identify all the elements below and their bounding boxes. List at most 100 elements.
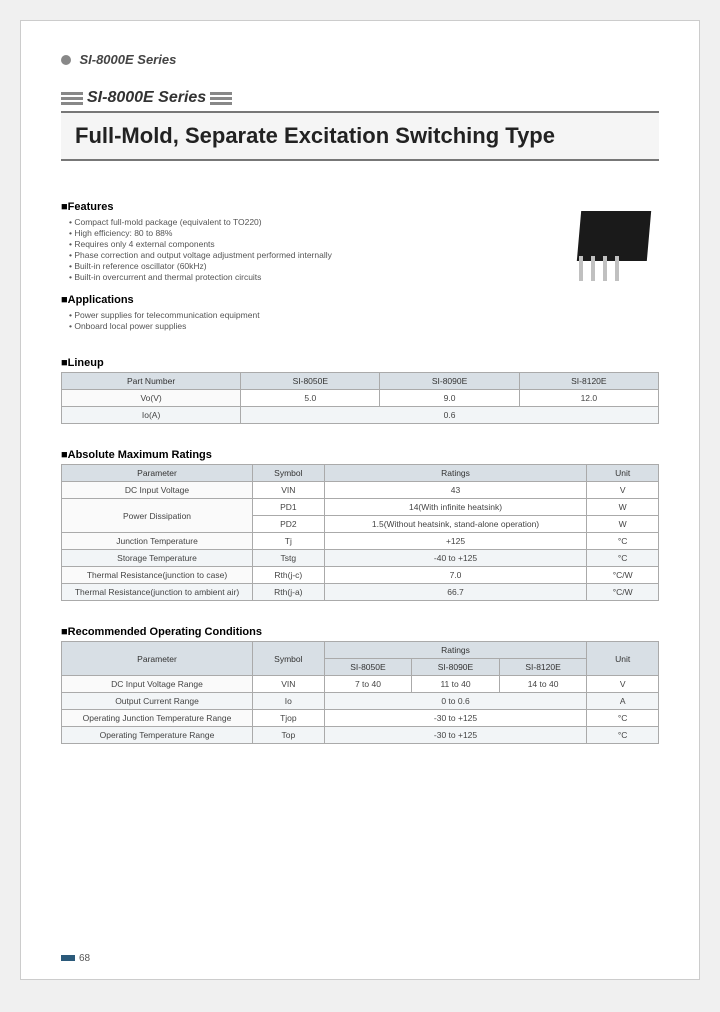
table-row: Parameter Symbol Ratings Unit	[62, 465, 659, 482]
table-cell: V	[587, 676, 659, 693]
banner-bars-right-icon	[210, 92, 232, 105]
table-header: Symbol	[253, 642, 325, 676]
table-cell: Operating Temperature Range	[62, 727, 253, 744]
table-row: Operating Junction Temperature Range Tjo…	[62, 710, 659, 727]
list-item: Built-in overcurrent and thermal protect…	[69, 272, 519, 282]
features-list: Compact full-mold package (equivalent to…	[61, 217, 519, 282]
table-cell: 66.7	[324, 584, 587, 601]
table-cell: Power Dissipation	[62, 499, 253, 533]
table-cell: VIN	[253, 676, 325, 693]
table-header: SI-8120E	[519, 373, 658, 390]
table-cell: A	[587, 693, 659, 710]
table-header: SI-8090E	[380, 373, 519, 390]
table-cell: Io	[253, 693, 325, 710]
table-cell: Io(A)	[62, 407, 241, 424]
applications-heading: ■Applications	[61, 294, 519, 306]
intro-text-column: ■Features Compact full-mold package (equ…	[61, 201, 519, 332]
table-cell: V	[587, 482, 659, 499]
table-header: Part Number	[62, 373, 241, 390]
table-header: Ratings	[324, 642, 587, 659]
table-cell: 1.5(Without heatsink, stand-alone operat…	[324, 516, 587, 533]
table-cell: Tstg	[253, 550, 325, 567]
rec-op-section: ■Recommended Operating Conditions Parame…	[61, 626, 659, 744]
main-title: Full-Mold, Separate Excitation Switching…	[75, 123, 645, 149]
list-item: Phase correction and output voltage adju…	[69, 250, 519, 260]
table-header: Unit	[587, 465, 659, 482]
table-cell: 12.0	[519, 390, 658, 407]
table-cell: 43	[324, 482, 587, 499]
table-cell: Thermal Resistance(junction to ambient a…	[62, 584, 253, 601]
table-row: Part Number SI-8050E SI-8090E SI-8120E	[62, 373, 659, 390]
abs-max-section: ■Absolute Maximum Ratings Parameter Symb…	[61, 449, 659, 601]
table-cell: °C	[587, 710, 659, 727]
component-image	[539, 201, 659, 281]
header-series-text: SI-8000E Series	[79, 52, 176, 67]
table-cell: Thermal Resistance(junction to case)	[62, 567, 253, 584]
chip-pin-icon	[591, 256, 595, 281]
table-cell: DC Input Voltage	[62, 482, 253, 499]
table-cell: -30 to +125	[324, 710, 587, 727]
table-header: SI-8090E	[412, 659, 500, 676]
lineup-table: Part Number SI-8050E SI-8090E SI-8120E V…	[61, 372, 659, 424]
datasheet-page: SI-8000E Series SI-8000E Series Full-Mol…	[20, 20, 700, 980]
table-row: Thermal Resistance(junction to case) Rth…	[62, 567, 659, 584]
table-cell: Rth(j-a)	[253, 584, 325, 601]
table-cell: 9.0	[380, 390, 519, 407]
table-cell: 5.0	[241, 390, 380, 407]
table-cell: PD2	[253, 516, 325, 533]
table-header: SI-8050E	[324, 659, 412, 676]
list-item: Built-in reference oscillator (60kHz)	[69, 261, 519, 271]
table-cell: DC Input Voltage Range	[62, 676, 253, 693]
rec-op-table: Parameter Symbol Ratings Unit SI-8050E S…	[61, 641, 659, 744]
table-header: Symbol	[253, 465, 325, 482]
chip-pin-icon	[603, 256, 607, 281]
table-header: Parameter	[62, 642, 253, 676]
intro-row: ■Features Compact full-mold package (equ…	[61, 201, 659, 332]
table-cell: PD1	[253, 499, 325, 516]
table-cell: -40 to +125	[324, 550, 587, 567]
table-row: DC Input Voltage Range VIN 7 to 40 11 to…	[62, 676, 659, 693]
table-header: Parameter	[62, 465, 253, 482]
table-header: SI-8050E	[241, 373, 380, 390]
table-row: Junction Temperature Tj +125 °C	[62, 533, 659, 550]
table-row: Operating Temperature Range Top -30 to +…	[62, 727, 659, 744]
table-cell: 14(With infinite heatsink)	[324, 499, 587, 516]
table-row: Io(A) 0.6	[62, 407, 659, 424]
table-cell: Tj	[253, 533, 325, 550]
table-cell: Output Current Range	[62, 693, 253, 710]
title-banner: SI-8000E Series Full-Mold, Separate Exci…	[61, 89, 659, 161]
table-cell: +125	[324, 533, 587, 550]
table-row: Output Current Range Io 0 to 0.6 A	[62, 693, 659, 710]
page-number: 68	[61, 953, 90, 964]
table-cell: °C/W	[587, 584, 659, 601]
header-bullet-icon	[61, 55, 71, 65]
table-cell: Top	[253, 727, 325, 744]
list-item: Onboard local power supplies	[69, 321, 519, 331]
banner-bars-left-icon	[61, 92, 83, 105]
table-row: Power Dissipation PD1 14(With infinite h…	[62, 499, 659, 516]
chip-body-icon	[577, 211, 651, 261]
table-header: SI-8120E	[499, 659, 587, 676]
table-cell: 0 to 0.6	[324, 693, 587, 710]
table-row: Thermal Resistance(junction to ambient a…	[62, 584, 659, 601]
table-cell: 0.6	[241, 407, 659, 424]
table-cell: Tjop	[253, 710, 325, 727]
banner-series-text: SI-8000E Series	[87, 89, 206, 107]
list-item: High efficiency: 80 to 88%	[69, 228, 519, 238]
table-cell: 7.0	[324, 567, 587, 584]
table-cell: °C/W	[587, 567, 659, 584]
table-cell: VIN	[253, 482, 325, 499]
table-cell: 7 to 40	[324, 676, 412, 693]
table-row: DC Input Voltage VIN 43 V	[62, 482, 659, 499]
table-cell: Junction Temperature	[62, 533, 253, 550]
features-heading: ■Features	[61, 201, 519, 213]
table-cell: 11 to 40	[412, 676, 500, 693]
table-cell: Storage Temperature	[62, 550, 253, 567]
table-cell: Operating Junction Temperature Range	[62, 710, 253, 727]
banner-top-row: SI-8000E Series	[61, 89, 659, 107]
chip-pin-icon	[615, 256, 619, 281]
abs-max-heading: ■Absolute Maximum Ratings	[61, 449, 659, 461]
table-row: Storage Temperature Tstg -40 to +125 °C	[62, 550, 659, 567]
rec-op-heading: ■Recommended Operating Conditions	[61, 626, 659, 638]
table-cell: 14 to 40	[499, 676, 587, 693]
